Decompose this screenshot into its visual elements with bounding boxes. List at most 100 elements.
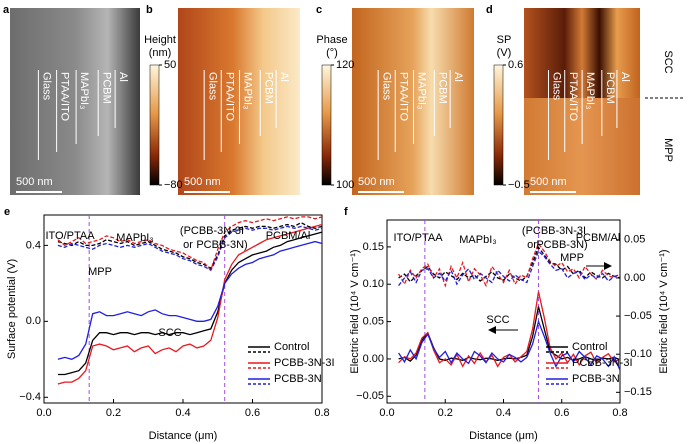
layer-label: Glass (380, 72, 392, 101)
y2-tick-label: −0.15 (624, 386, 652, 398)
y-tick-label: 0.00 (363, 353, 384, 365)
scale-label: 500 nm (358, 176, 395, 188)
colorbar-label: 100 (336, 179, 354, 191)
colorbar-label: −80 (164, 179, 183, 191)
layer-label: MAPbI₃ (416, 72, 428, 110)
annotation: ITO/PTAA (393, 232, 443, 244)
colorbar-title: Height (144, 34, 176, 46)
layer-label: PTAA/ITO (59, 72, 71, 122)
y-axis-label: Surface potential (V) (6, 259, 18, 359)
annotation: PCBM/Al (576, 232, 621, 244)
colorbar-label: 0.6 (508, 59, 523, 71)
colorbar-label: −0.5 (508, 179, 530, 191)
legend-label: Control (572, 341, 607, 353)
layer-label: Al (117, 72, 129, 82)
panel-letter: d (486, 4, 493, 16)
series-line (57, 240, 323, 360)
colorbar-label: 120 (336, 59, 354, 71)
colorbar-title: (nm) (149, 47, 172, 59)
layer-label: PTAA/ITO (397, 72, 409, 122)
colorbar-title: Phase (316, 34, 347, 46)
legend-label: PCBB-3N-3I (572, 357, 633, 369)
layer-label: Al (619, 72, 631, 82)
annotation: (PCBB-3N-3I (180, 225, 244, 237)
colorbar (149, 64, 160, 186)
legend-label: PCBB-3N (274, 373, 322, 385)
layer-label: Glass (206, 72, 218, 101)
series-line (398, 319, 621, 371)
layer-label: Al (278, 72, 290, 82)
y-axis-label: Electric field (10⁴ V cm⁻¹) (349, 249, 361, 373)
x-tick-label: 0.0 (379, 407, 394, 419)
x-tick-label: 0.8 (314, 407, 329, 419)
afm-image (178, 8, 300, 195)
legend-label: PCBB-3N-3I (274, 357, 335, 369)
y2-tick-label: −0.10 (624, 348, 652, 360)
annotation: ITO/PTAA (45, 230, 95, 242)
annotation: PCBB-3N) (536, 239, 587, 251)
annotation: SCC (158, 327, 181, 339)
colorbar-title: (°) (326, 47, 338, 59)
x-tick-label: 0.6 (554, 407, 569, 419)
afm-image (352, 8, 474, 195)
series-line (398, 250, 621, 286)
layer-label: PCBM (604, 72, 616, 104)
state-label: MPP (662, 138, 674, 162)
colorbar (493, 64, 504, 186)
y-tick-label: 0.05 (363, 315, 384, 327)
colorbar (321, 64, 332, 186)
annotation: MAPbI₃ (459, 234, 497, 246)
y-tick-label: −0.4 (19, 391, 41, 403)
series-line (57, 216, 323, 272)
annotation: MAPbI₃ (116, 232, 154, 244)
x-tick-label: 0.4 (496, 407, 511, 419)
panel-letter: a (3, 4, 10, 16)
annotation: or (183, 239, 193, 251)
y2-tick-label: −0.05 (624, 310, 652, 322)
annotation: SCC (486, 314, 509, 326)
series-line (57, 223, 323, 385)
annotation: PCBM/Al (266, 230, 311, 242)
scale-label: 500 nm (16, 176, 53, 188)
series-line (57, 225, 323, 271)
layer-label: MAPbI₃ (242, 72, 254, 109)
y2-axis-label: Electric field (10⁴ V cm⁻¹) (658, 249, 670, 373)
y-tick-label: 0.10 (363, 278, 384, 290)
colorbar-title: (V) (497, 47, 512, 59)
x-tick-label: 0.0 (36, 407, 51, 419)
annotation: or (527, 239, 537, 251)
panel-letter: e (4, 206, 10, 218)
layer-label: Glass (40, 72, 52, 101)
x-tick-label: 0.4 (175, 407, 190, 419)
annotation: MPP (88, 266, 112, 278)
y-tick-label: 0.15 (363, 241, 384, 253)
y-tick-label: 0.4 (26, 239, 41, 251)
y-tick-label: −0.05 (356, 390, 384, 402)
series-line (398, 246, 621, 283)
panel-letter: b (146, 4, 153, 16)
layer-label: MAPbI₃ (78, 72, 90, 110)
series-line (57, 231, 323, 376)
legend-label: PCBB-3N (572, 373, 620, 385)
series-line (398, 242, 621, 288)
panel-letter: f (344, 206, 348, 218)
colorbar-title: SP (497, 34, 512, 46)
series-line (57, 221, 323, 270)
annotation: PCBB-3N) (196, 239, 247, 251)
scale-label: 500 nm (184, 176, 221, 188)
layer-label: Glass (551, 72, 563, 101)
panel-letter: c (316, 4, 322, 16)
state-label: SCC (662, 50, 674, 73)
y2-tick-label: 0.00 (624, 272, 645, 284)
annotation: (PCBB-3N-3I (522, 225, 586, 237)
layer-label: Al (452, 72, 464, 82)
layer-label: PTAA/ITO (223, 72, 235, 122)
layer-label: PTAA/ITO (567, 72, 579, 122)
x-axis-label: Distance (μm) (469, 430, 538, 442)
x-tick-label: 0.2 (438, 407, 453, 419)
layer-label: PCBM (100, 72, 112, 104)
x-tick-label: 0.2 (106, 407, 121, 419)
afm-image (10, 8, 140, 195)
scale-label: 500 nm (530, 176, 567, 188)
